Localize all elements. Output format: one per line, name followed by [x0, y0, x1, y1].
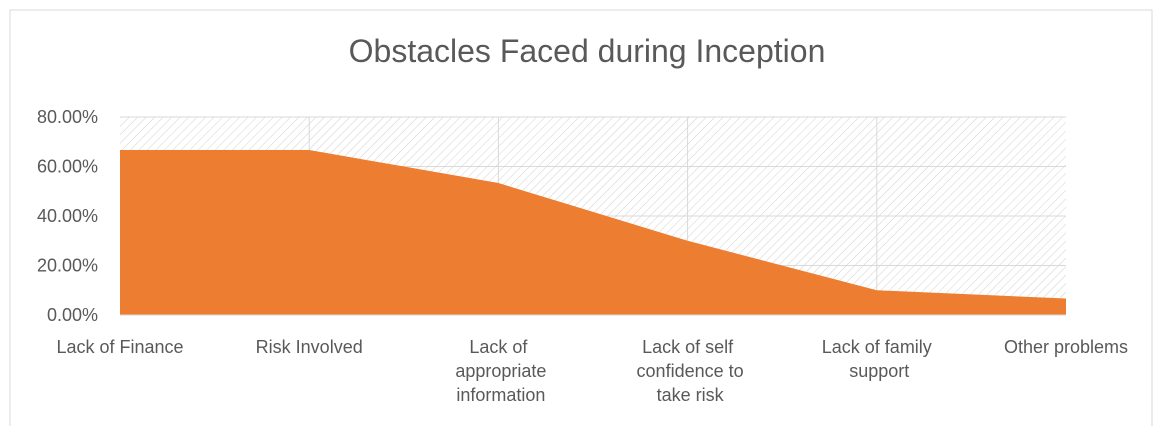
chart-frame [9, 9, 1153, 426]
y-tick-label: 0.00% [47, 305, 98, 325]
y-tick-label: 40.00% [37, 206, 98, 226]
x-tick-label: Other problems [1004, 337, 1128, 357]
x-tick-label: Lack of self confidence to take risk [632, 337, 744, 405]
x-tick-label: Lack of Finance [56, 337, 183, 357]
y-tick-label: 60.00% [37, 157, 98, 177]
y-tick-label: 80.00% [37, 107, 98, 127]
area [120, 149, 1066, 315]
y-tick-label: 20.00% [37, 256, 98, 276]
chart-title: Obstacles Faced during Inception [349, 33, 826, 69]
x-tick-label: Lack of appropriate information [450, 337, 546, 405]
x-tick-label: Lack of family support [822, 337, 932, 381]
x-tick-label: Risk Involved [256, 337, 363, 357]
